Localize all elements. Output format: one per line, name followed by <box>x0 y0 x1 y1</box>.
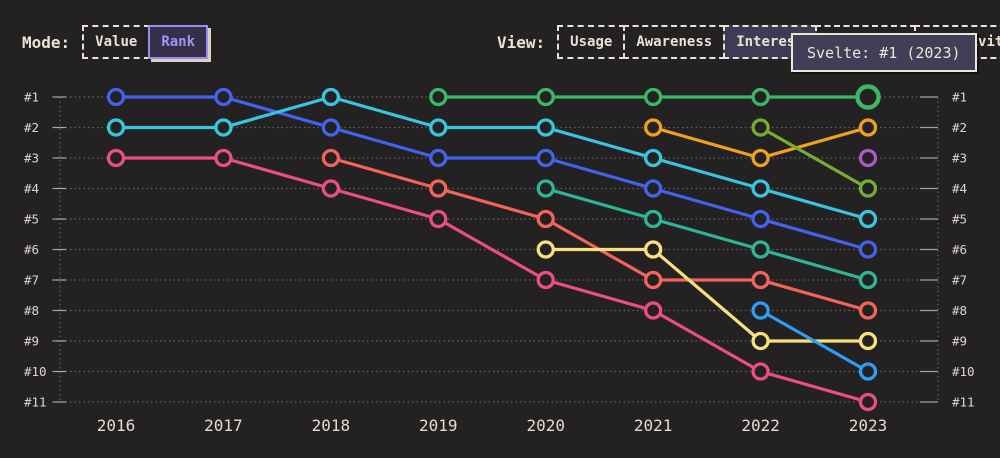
rank-axis-label-left-10: #10 <box>24 364 47 379</box>
x-axis-label-2020: 2020 <box>526 416 565 435</box>
data-point-lime-2022[interactable] <box>751 118 770 137</box>
data-point-indigo-2017[interactable] <box>214 87 233 107</box>
data-point-cyan-2016[interactable] <box>106 118 126 137</box>
x-axis-label-2019: 2019 <box>419 416 458 435</box>
data-point-orange-2021[interactable] <box>644 118 663 137</box>
data-point-indigo-2021[interactable] <box>644 179 663 198</box>
data-point-cyan-2019[interactable] <box>429 118 448 137</box>
data-point-salmon-2019[interactable] <box>429 179 448 198</box>
rank-axis-label-left-8: #8 <box>24 303 39 318</box>
mode-control: Mode: Value Rank <box>22 25 209 59</box>
data-point-purple-2023[interactable] <box>858 148 878 168</box>
rank-axis-label-right-3: #3 <box>952 151 967 166</box>
rank-axis-label-right-9: #9 <box>952 334 967 349</box>
data-point-svelte-green-2021[interactable] <box>644 87 663 107</box>
rank-axis-label-left-5: #5 <box>24 212 39 227</box>
highlighted-data-point-svelte-green-2023[interactable] <box>855 84 881 110</box>
data-point-teal-2022[interactable] <box>751 240 770 259</box>
mode-option-rank[interactable]: Rank <box>148 25 209 59</box>
data-point-cyan-2018[interactable] <box>321 87 341 107</box>
data-point-orange-2022[interactable] <box>751 148 770 168</box>
x-axis-label-2018: 2018 <box>312 416 351 435</box>
data-point-cyan-2020[interactable] <box>536 118 555 137</box>
x-axis-label-2021: 2021 <box>634 416 673 435</box>
data-point-indigo-2023[interactable] <box>858 240 878 259</box>
rank-axis-label-right-6: #6 <box>952 242 967 257</box>
data-point-pink-2019[interactable] <box>429 209 448 229</box>
rank-axis-label-right-4: #4 <box>952 181 967 196</box>
data-point-teal-2020[interactable] <box>536 179 555 198</box>
series-line-sky <box>758 308 870 374</box>
series-line-pink <box>114 156 870 404</box>
data-point-pink-2022[interactable] <box>751 362 770 381</box>
data-point-cyan-2022[interactable] <box>751 179 770 198</box>
rank-axis-label-left-11: #11 <box>24 395 47 410</box>
x-axis-label-2022: 2022 <box>741 416 780 435</box>
data-point-indigo-2016[interactable] <box>106 87 126 107</box>
rank-axis-label-left-7: #7 <box>24 273 39 288</box>
rank-axis-label-left-4: #4 <box>24 181 39 196</box>
series-line-lime <box>758 125 870 191</box>
data-point-orange-2023[interactable] <box>858 118 878 137</box>
data-point-pink-2016[interactable] <box>106 148 126 168</box>
x-axis-label-2017: 2017 <box>204 416 243 435</box>
data-point-yellow-2020[interactable] <box>536 240 555 259</box>
data-point-teal-2023[interactable] <box>858 270 878 290</box>
data-point-salmon-2022[interactable] <box>751 270 770 290</box>
rank-axis-label-right-7: #7 <box>952 273 967 288</box>
rank-axis-label-right-11: #11 <box>952 395 975 410</box>
chart-tooltip: Svelte: #1 (2023) <box>791 33 977 72</box>
series-line-salmon <box>329 156 870 313</box>
chart-tooltip-text: Svelte: #1 (2023) <box>807 43 961 62</box>
data-point-pink-2017[interactable] <box>214 148 233 168</box>
data-point-yellow-2022[interactable] <box>751 331 770 351</box>
data-point-teal-2021[interactable] <box>644 209 663 229</box>
data-point-cyan-2017[interactable] <box>214 118 233 137</box>
data-point-salmon-2021[interactable] <box>644 270 663 290</box>
rank-axis-label-right-10: #10 <box>952 364 975 379</box>
data-point-indigo-2019[interactable] <box>429 148 448 168</box>
rank-axis-label-right-1: #1 <box>952 90 967 105</box>
data-point-yellow-2021[interactable] <box>644 240 663 259</box>
data-point-salmon-2018[interactable] <box>321 148 341 168</box>
rank-axis-label-left-9: #9 <box>24 334 39 349</box>
series-line-indigo <box>114 95 870 252</box>
data-point-cyan-2021[interactable] <box>644 148 663 168</box>
data-point-salmon-2023[interactable] <box>858 301 878 320</box>
mode-label: Mode: <box>22 32 71 52</box>
mode-options: Value Rank <box>82 25 209 59</box>
rank-axis-label-left-6: #6 <box>24 242 39 257</box>
data-point-pink-2021[interactable] <box>644 301 663 320</box>
view-label: View: <box>497 32 546 52</box>
rank-axis-label-right-5: #5 <box>952 212 967 227</box>
rank-axis-label-right-2: #2 <box>952 120 967 135</box>
series-line-cyan <box>114 95 870 221</box>
x-axis-label-2016: 2016 <box>97 416 136 435</box>
rank-axis-label-left-2: #2 <box>24 120 39 135</box>
data-point-indigo-2020[interactable] <box>536 148 555 168</box>
data-point-salmon-2020[interactable] <box>536 209 555 229</box>
data-point-lime-2023[interactable] <box>858 179 878 198</box>
rank-axis-label-left-3: #3 <box>24 151 39 166</box>
data-point-sky-2022[interactable] <box>751 301 770 320</box>
data-point-pink-2023[interactable] <box>858 392 878 412</box>
data-point-svelte-green-2020[interactable] <box>536 87 555 107</box>
x-axis-label-2023: 2023 <box>849 416 888 435</box>
data-point-pink-2020[interactable] <box>536 270 555 290</box>
data-point-indigo-2018[interactable] <box>321 118 341 137</box>
data-point-svelte-green-2019[interactable] <box>429 87 448 107</box>
series-line-teal <box>544 186 870 282</box>
data-point-indigo-2022[interactable] <box>751 209 770 229</box>
data-point-yellow-2023[interactable] <box>858 331 878 351</box>
data-point-svelte-green-2022[interactable] <box>751 87 770 107</box>
data-point-sky-2023[interactable] <box>858 362 878 381</box>
data-point-cyan-2023[interactable] <box>858 209 878 229</box>
rank-axis-label-right-8: #8 <box>952 303 967 318</box>
rank-axis-label-left-1: #1 <box>24 90 39 105</box>
data-point-pink-2018[interactable] <box>321 179 341 198</box>
